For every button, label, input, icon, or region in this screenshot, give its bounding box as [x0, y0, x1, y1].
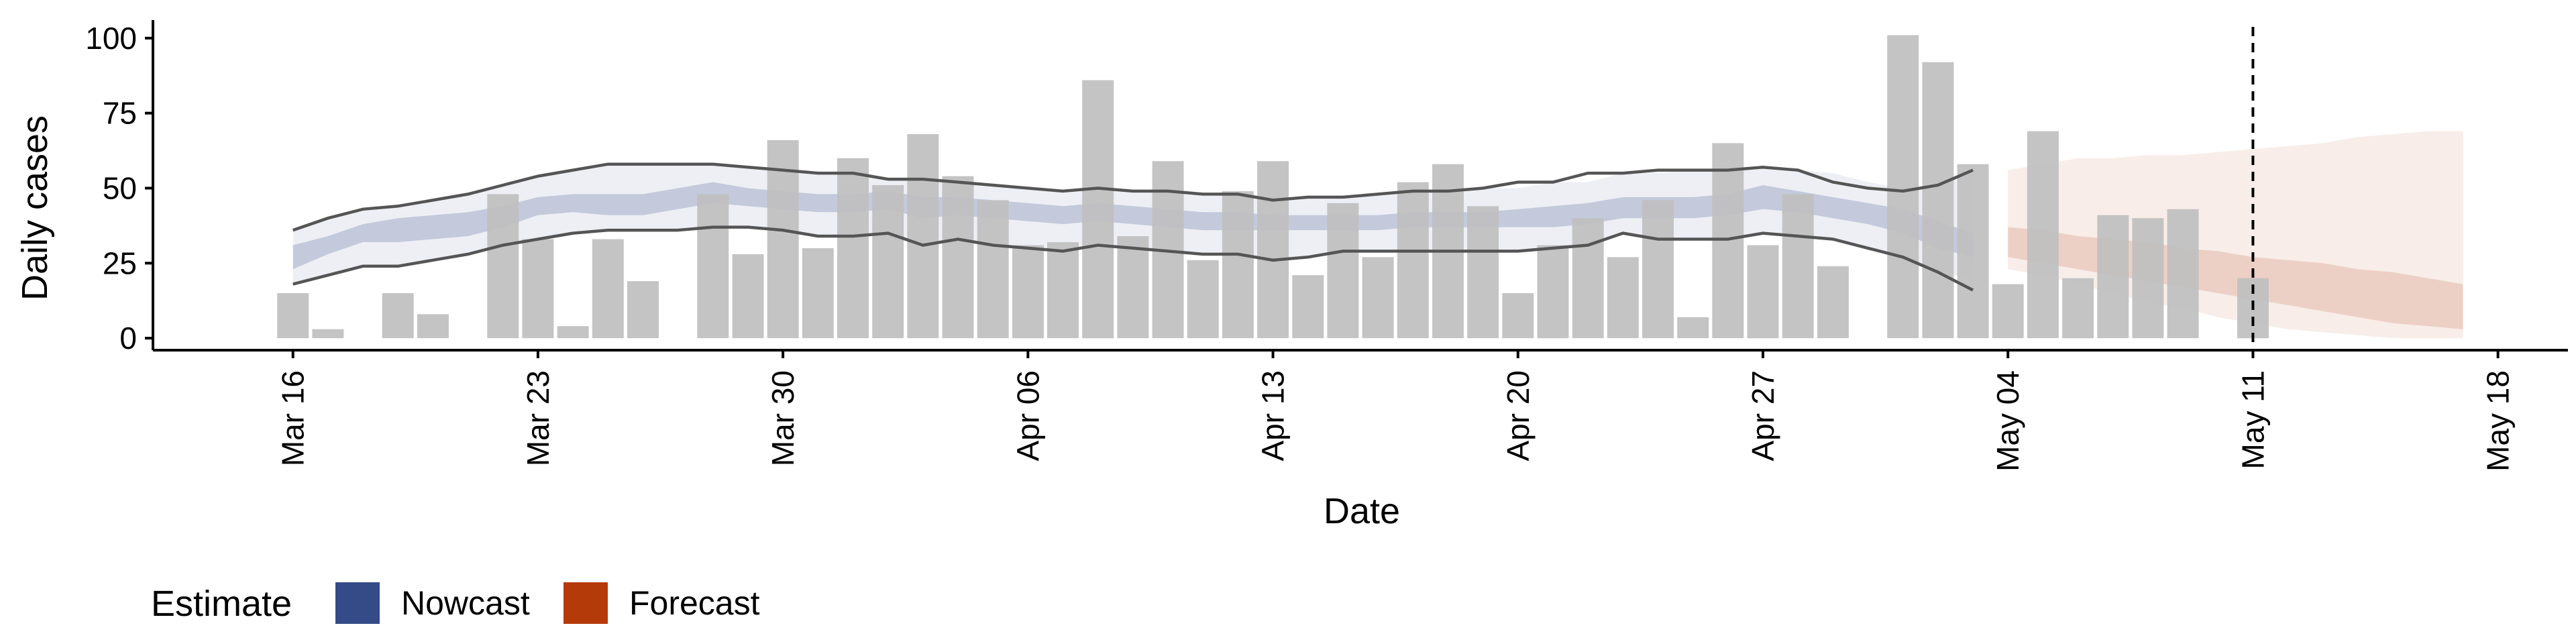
- case-bar: [1817, 266, 1849, 339]
- y-tick-label: 25: [103, 246, 137, 280]
- case-bar: [277, 293, 309, 339]
- case-bar: [697, 194, 729, 339]
- nowcast-interval-lines: [292, 162, 1974, 292]
- case-bar: [557, 326, 589, 339]
- case-bar: [627, 281, 659, 339]
- case-bar: [1887, 35, 1919, 339]
- case-bar: [1957, 164, 1989, 339]
- case-bar: [1607, 257, 1639, 339]
- case-bar: [1082, 80, 1114, 339]
- legend-swatch-nowcast: [335, 582, 380, 624]
- case-bar: [1922, 62, 1954, 339]
- case-bar: [1292, 275, 1324, 339]
- nowcast-upper-line: [292, 162, 1974, 232]
- case-bar: [802, 248, 834, 339]
- x-tick-label: Apr 20: [1501, 370, 1536, 462]
- case-bar: [907, 134, 939, 339]
- y-axis-title: Daily cases: [15, 115, 55, 301]
- x-tick-label: Apr 13: [1256, 370, 1291, 462]
- x-axis-title: Date: [1324, 491, 1400, 531]
- legend: Estimate Nowcast Forecast: [151, 582, 760, 624]
- x-tick-label: May 11: [2235, 370, 2270, 469]
- case-bar: [522, 239, 554, 339]
- x-tick-label: Mar 30: [765, 370, 800, 466]
- legend-title: Estimate: [151, 584, 292, 624]
- x-tick-label: Apr 27: [1746, 370, 1780, 462]
- case-bar: [1642, 200, 1674, 339]
- x-tick-label: Apr 06: [1010, 370, 1045, 462]
- case-bar: [1012, 245, 1044, 339]
- y-tick-label: 75: [103, 96, 137, 131]
- case-bar: [1117, 236, 1149, 339]
- case-bar: [872, 185, 904, 339]
- y-tick-label: 0: [119, 321, 137, 356]
- legend-label-forecast: Forecast: [629, 584, 760, 622]
- case-bar: [2132, 218, 2164, 339]
- nowcast-lower-line: [292, 225, 1974, 292]
- case-bar: [382, 293, 414, 339]
- case-bar: [1327, 203, 1359, 339]
- case-bar: [592, 239, 624, 339]
- case-bar: [837, 158, 869, 339]
- case-bar: [1502, 293, 1534, 339]
- case-bar: [1572, 218, 1604, 339]
- axes: 0 25 50 75 100 Mar 16 Mar 23 Mar 30 Apr 06 Apr 13…: [85, 20, 2568, 472]
- x-tick-label: Mar 23: [521, 370, 555, 466]
- case-bar: [2062, 278, 2094, 339]
- x-tick-label: May 18: [2481, 370, 2516, 472]
- case-bar: [1187, 260, 1219, 339]
- case-bar: [1397, 182, 1429, 339]
- case-bar: [1362, 257, 1394, 339]
- legend-label-nowcast: Nowcast: [401, 584, 530, 622]
- case-bar: [767, 140, 799, 339]
- case-bar: [1677, 317, 1709, 339]
- case-bar: [942, 176, 974, 339]
- case-bar: [487, 194, 519, 339]
- case-bar: [417, 314, 449, 339]
- case-bar: [2167, 209, 2199, 339]
- case-bar: [1467, 206, 1499, 339]
- case-bar: [1992, 284, 2024, 339]
- case-bar: [312, 329, 344, 339]
- case-bar: [2097, 215, 2129, 339]
- case-bar: [1222, 191, 1254, 339]
- x-tick-label: May 04: [1990, 370, 2025, 472]
- case-bar: [977, 200, 1009, 339]
- case-bar: [2027, 131, 2059, 339]
- y-tick-label: 50: [103, 170, 137, 205]
- case-bar: [1047, 242, 1079, 339]
- legend-swatch-forecast: [564, 582, 608, 624]
- case-bar: [1537, 245, 1569, 339]
- x-tick-label: Mar 16: [276, 370, 311, 466]
- observed-case-bars: [277, 35, 2269, 339]
- y-tick-label: 100: [85, 21, 137, 56]
- case-bar: [732, 254, 764, 339]
- case-bar: [1782, 194, 1814, 339]
- case-bar: [1257, 161, 1289, 339]
- case-bar: [1747, 245, 1779, 339]
